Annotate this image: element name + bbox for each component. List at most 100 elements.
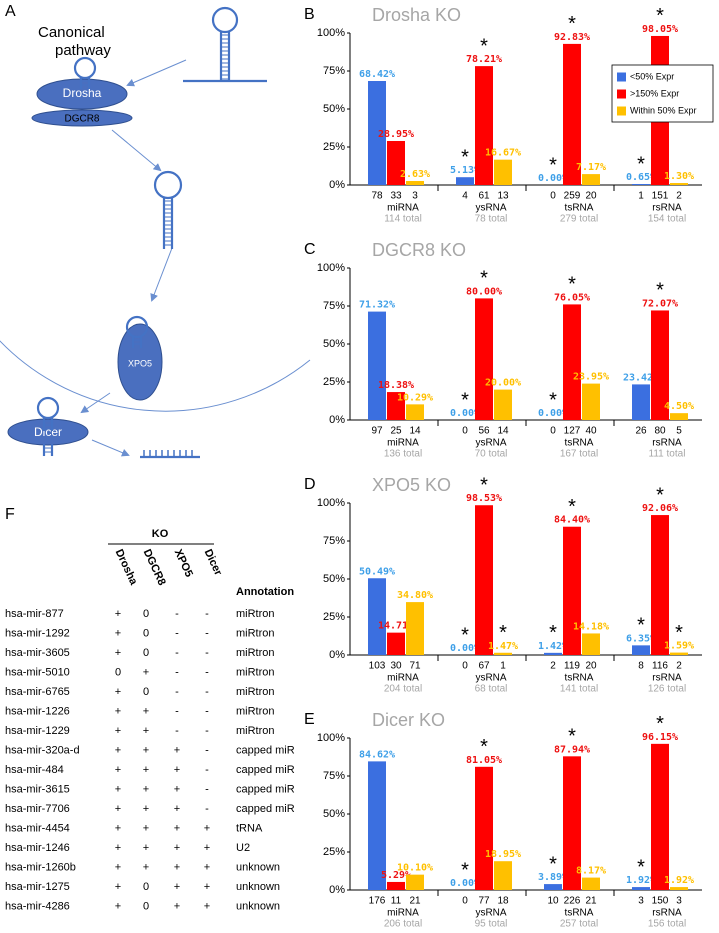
value-label: 28.95%	[378, 129, 414, 140]
count-label: 71	[409, 661, 421, 672]
count-label: 0	[462, 896, 468, 907]
row-name: hsa-mir-1229	[5, 725, 70, 737]
total-label: 95 total	[475, 919, 508, 930]
cell: +	[115, 861, 121, 873]
value-label: 1.92%	[626, 875, 656, 886]
bar	[475, 298, 493, 420]
bar	[387, 140, 405, 185]
total-label: 156 total	[648, 919, 686, 930]
dicer-label: Dicer	[34, 425, 62, 439]
cell: 0	[143, 686, 149, 698]
y-tick-label: 100%	[317, 27, 345, 39]
annotation: capped miR	[236, 764, 295, 776]
x-tick-label: miRNA	[387, 203, 419, 214]
bar	[582, 877, 600, 890]
y-tick-label: 50%	[323, 573, 345, 585]
cell: +	[115, 900, 121, 912]
cell: +	[115, 725, 121, 737]
x-tick-label: ysRNA	[475, 203, 506, 214]
count-label: 20	[585, 661, 597, 672]
count-label: 116	[652, 661, 668, 672]
y-tick-label: 0%	[329, 179, 345, 191]
cell-membrane	[0, 340, 311, 412]
bar	[406, 874, 424, 890]
cell: +	[174, 881, 180, 893]
value-label: 71.32%	[359, 300, 395, 311]
value-label: 72.07%	[642, 298, 678, 309]
cell: -	[205, 705, 209, 717]
cell: 0	[143, 608, 149, 620]
panel-letter: E	[304, 711, 315, 728]
count-label: 8	[638, 661, 644, 672]
legend-label: Within 50% Expr	[630, 105, 697, 115]
count-label: 2	[550, 661, 556, 672]
value-label: 78.21%	[466, 54, 502, 65]
cell: +	[204, 842, 210, 854]
count-label: 61	[478, 191, 490, 202]
value-label: 1.92%	[664, 875, 694, 886]
count-label: 80	[654, 426, 666, 437]
cell: +	[143, 744, 149, 756]
value-label: 84.62%	[359, 749, 395, 760]
count-label: 4	[462, 191, 468, 202]
row-name: hsa-mir-1226	[5, 705, 70, 717]
legend-box	[611, 64, 714, 123]
row-name: hsa-mir-6765	[5, 686, 70, 698]
hairpins	[36, 6, 267, 459]
bar	[582, 633, 600, 655]
value-label: 0.00%	[450, 878, 480, 889]
value-label: 23.42%	[623, 372, 659, 383]
significance-marker: *	[656, 484, 664, 506]
count-label: 0	[550, 191, 556, 202]
cell: 0	[143, 900, 149, 912]
bar	[475, 766, 493, 890]
annotation: capped miR	[236, 803, 295, 815]
significance-marker: *	[549, 622, 557, 644]
legend-label: >150% Expr	[630, 88, 679, 98]
bar	[475, 66, 493, 185]
value-label: 81.05%	[466, 755, 502, 766]
cell: +	[143, 783, 149, 795]
total-label: 204 total	[384, 684, 422, 695]
bar	[368, 311, 386, 420]
bar	[494, 159, 512, 185]
value-label: 3.89%	[538, 872, 568, 883]
cell: +	[204, 861, 210, 873]
row-name: hsa-mir-1292	[5, 627, 70, 639]
y-tick-label: 100%	[317, 262, 345, 274]
chart-title: Dicer KO	[372, 710, 445, 730]
x-tick-label: miRNA	[387, 673, 419, 684]
row-name: hsa-mir-5010	[5, 666, 70, 678]
value-label: 0.00%	[450, 643, 480, 654]
value-label: 1.59%	[664, 641, 694, 652]
count-label: 11	[391, 896, 402, 907]
row-name: hsa-mir-877	[5, 608, 64, 620]
total-label: 111 total	[649, 449, 686, 460]
bar	[632, 384, 650, 420]
significance-marker: *	[480, 35, 488, 57]
significance-marker: *	[461, 859, 469, 881]
value-label: 18.95%	[485, 849, 521, 860]
bar	[368, 761, 386, 890]
y-tick-label: 75%	[323, 300, 345, 312]
total-label: 257 total	[560, 919, 598, 930]
x-tick-label: tsRNA	[565, 908, 594, 919]
cell: +	[115, 881, 121, 893]
total-label: 126 total	[648, 684, 686, 695]
arrow	[111, 129, 162, 172]
count-label: 40	[585, 426, 597, 437]
total-label: 206 total	[384, 919, 422, 930]
significance-marker: *	[549, 853, 557, 875]
chart-title: DGCR8 KO	[372, 240, 466, 260]
row-name: hsa-mir-4286	[5, 900, 70, 912]
value-label: 20.00%	[485, 378, 521, 389]
y-tick-label: 50%	[323, 338, 345, 350]
cell: -	[205, 608, 209, 620]
count-label: 26	[635, 426, 647, 437]
count-label: 3	[638, 896, 644, 907]
significance-marker: *	[461, 146, 469, 168]
cell: +	[115, 686, 121, 698]
annotation: capped miR	[236, 744, 295, 756]
y-tick-label: 75%	[323, 770, 345, 782]
cell: -	[175, 627, 179, 639]
